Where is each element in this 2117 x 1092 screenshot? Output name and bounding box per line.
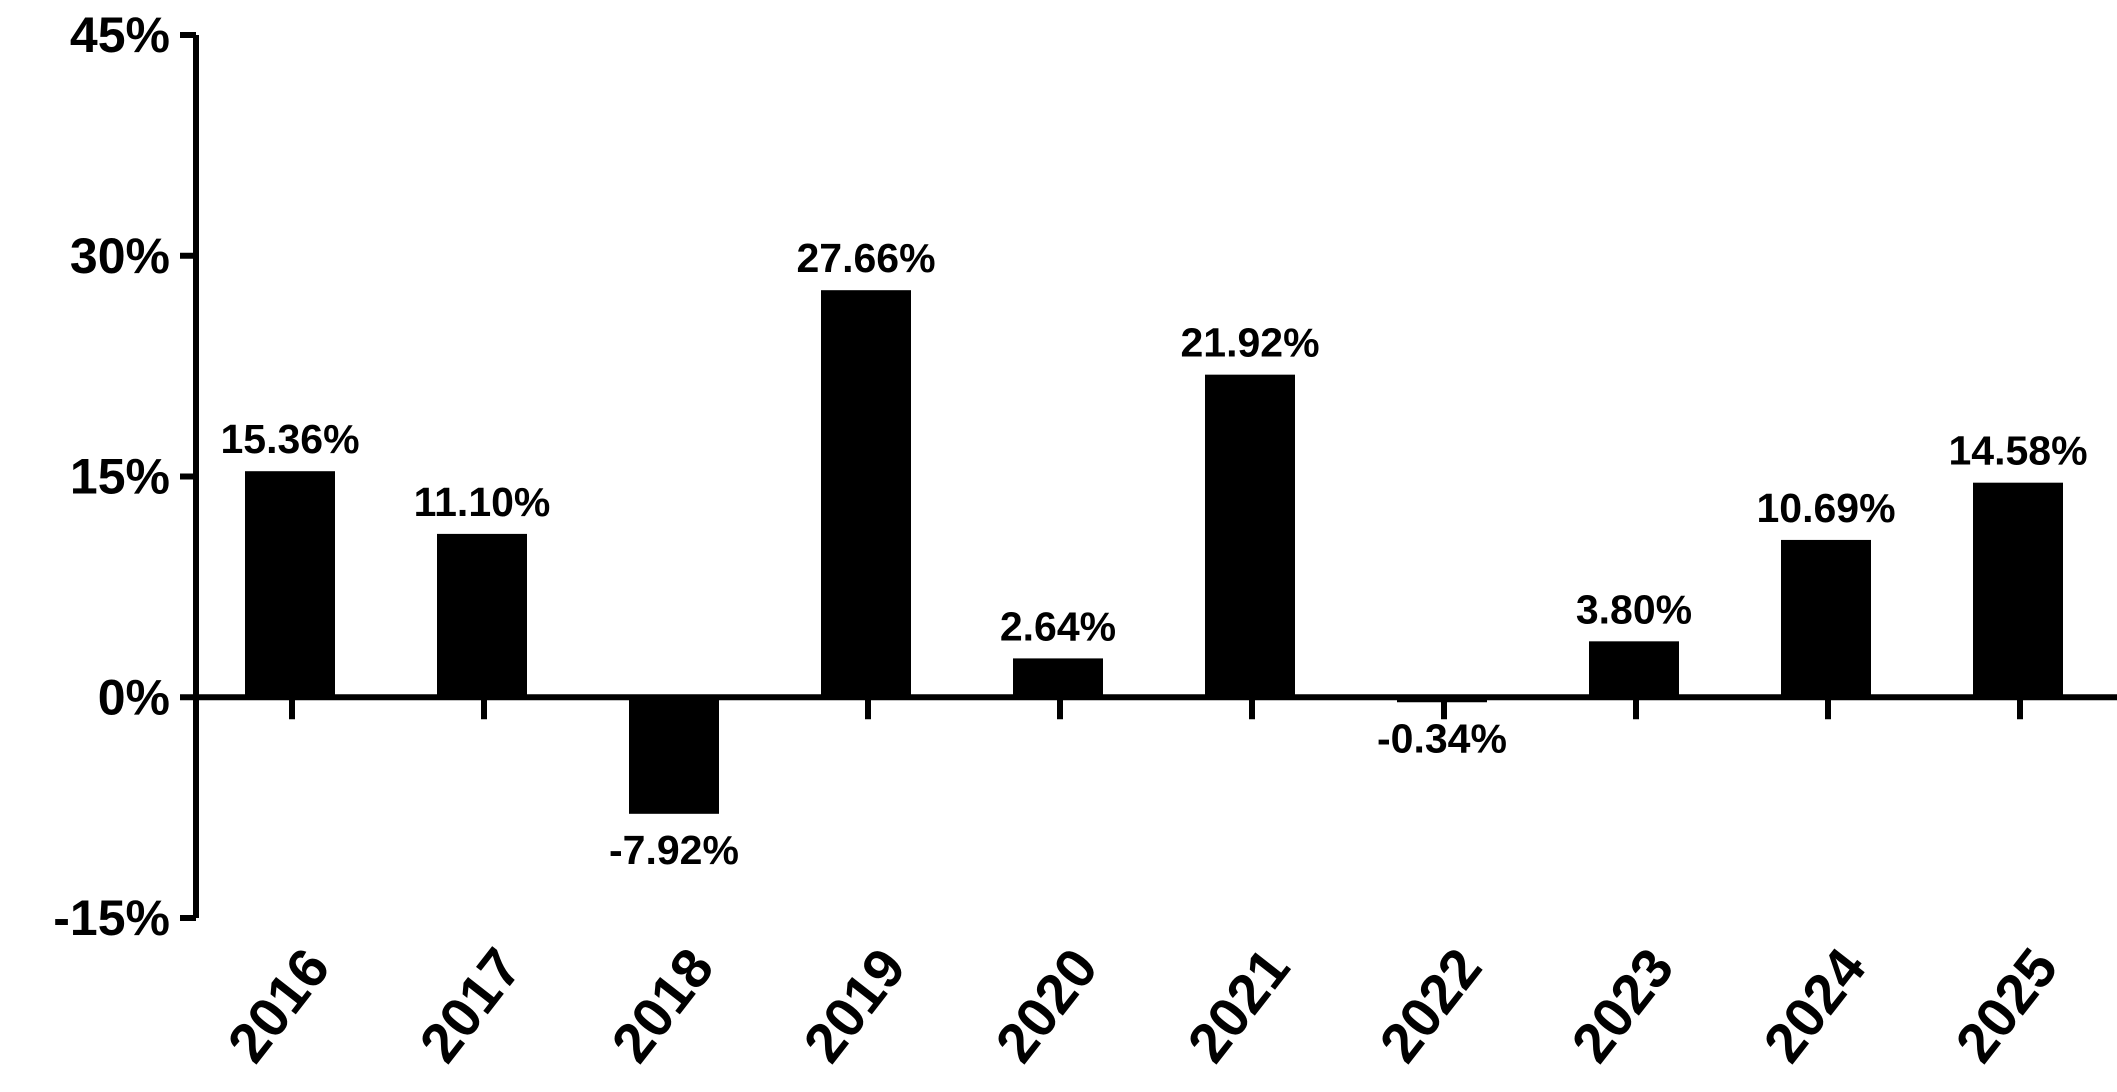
data-label-2016: 15.36% [220,416,359,462]
x-tick-label-2024: 2024 [1751,937,1877,1074]
x-tick-label-2016: 2016 [215,937,341,1074]
x-tick-label-2018: 2018 [599,937,725,1074]
x-axis [196,694,2117,720]
bar-2023 [1589,641,1679,698]
bar-2024 [1781,539,1871,698]
bar-2025 [1973,482,2063,698]
x-tick-label-2023: 2023 [1559,937,1685,1074]
x-tick-label-2021: 2021 [1175,937,1301,1074]
bar-2020 [1013,658,1103,698]
y-axis: -15% 0% 15% 30% 45% [53,7,199,946]
bar-2017 [437,533,527,698]
x-tick-label-2020: 2020 [983,937,1109,1074]
data-label-2020: 2.64% [1000,603,1116,649]
data-label-2018: -7.92% [609,827,739,873]
data-label-2022: -0.34% [1377,715,1507,761]
x-tick-label-2025: 2025 [1943,937,2069,1074]
y-tick-label: 30% [70,228,170,284]
x-tick-label-2019: 2019 [791,937,917,1074]
data-label-2023: 3.80% [1576,586,1692,632]
y-tick-label: 15% [70,449,170,505]
data-label-2025: 14.58% [1948,428,2087,474]
y-tick-label: -15% [53,890,170,946]
x-tick-labels-group: 2016 2017 2018 2019 2020 2021 2022 2023 2024 2025 [215,937,2069,1074]
data-label-2017: 11.10% [414,479,551,525]
y-tick-label: 45% [70,7,170,63]
data-labels-group: 15.36% 11.10% -7.92% 27.66% 2.64% 21.92% -0.34… [220,235,2087,873]
bar-2016 [245,471,335,698]
y-tick-label: 0% [98,669,170,725]
bar-2019 [821,290,911,698]
x-tick-label-2022: 2022 [1367,937,1493,1074]
data-label-2019: 27.66% [796,235,935,281]
data-label-2024: 10.69% [1756,485,1895,531]
bar-2021 [1205,374,1295,698]
bars-group [245,290,2063,814]
x-tick-label-2017: 2017 [407,937,533,1074]
data-label-2021: 21.92% [1180,320,1319,366]
